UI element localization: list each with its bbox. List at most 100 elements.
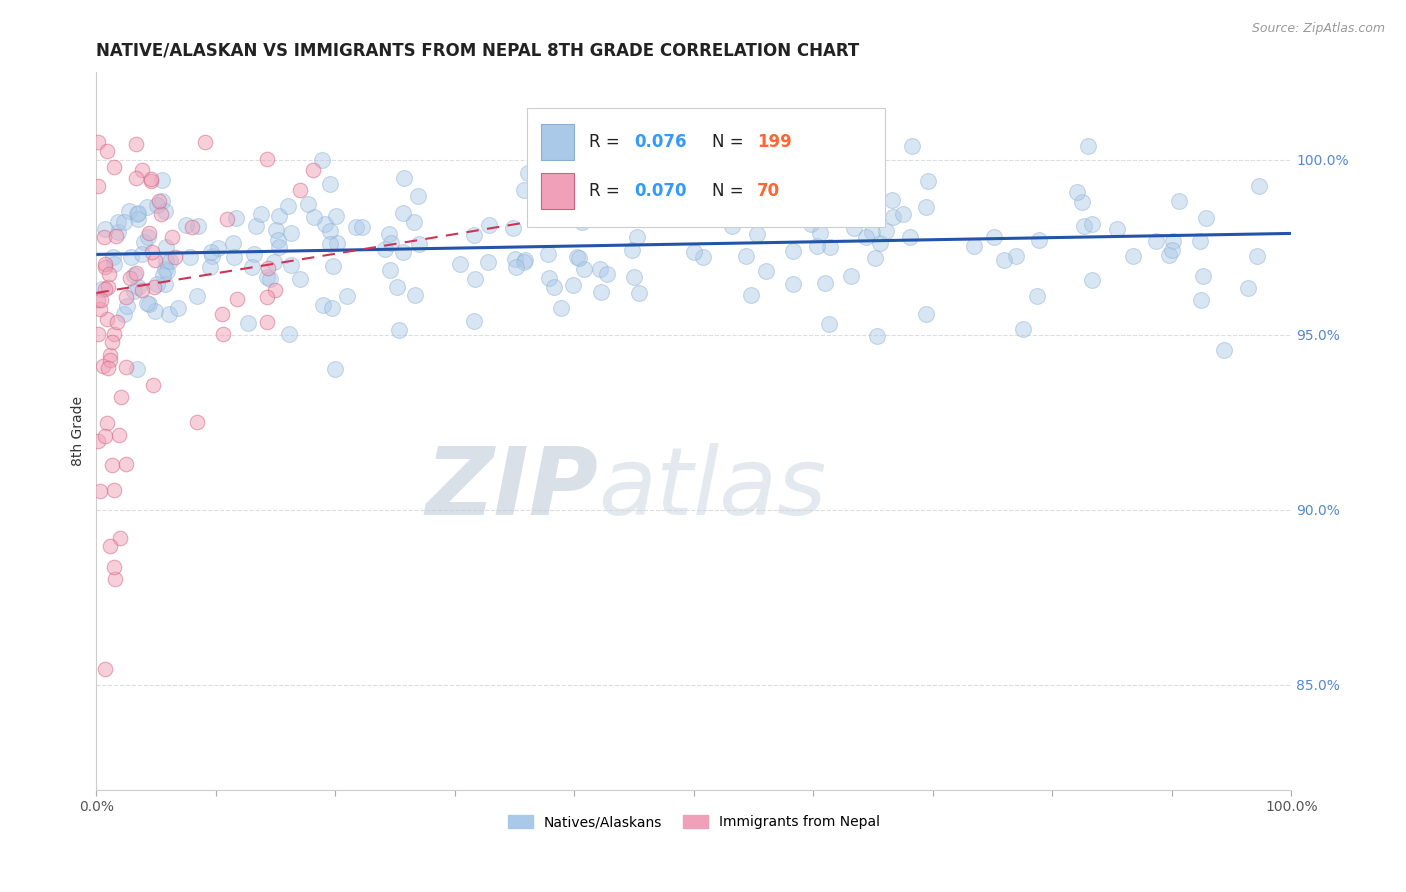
Point	[155, 277, 177, 291]
Point	[150, 194, 173, 209]
Point	[215, 211, 238, 226]
FancyBboxPatch shape	[526, 108, 884, 227]
Point	[132, 235, 155, 249]
Point	[112, 215, 135, 229]
Point	[91, 359, 114, 373]
Point	[1071, 195, 1094, 210]
Point	[107, 215, 129, 229]
Point	[98, 267, 121, 281]
Point	[264, 223, 287, 237]
Point	[256, 290, 278, 304]
Point	[668, 202, 690, 217]
Point	[256, 315, 278, 329]
Point	[404, 288, 426, 302]
Point	[155, 253, 177, 268]
Point	[108, 532, 131, 546]
Point	[127, 212, 149, 227]
Point	[124, 285, 146, 299]
Point	[131, 162, 153, 177]
Text: ZIP: ZIP	[426, 442, 598, 534]
Point	[91, 282, 114, 296]
Point	[901, 139, 924, 153]
Point	[101, 250, 124, 264]
Point	[165, 251, 187, 265]
Point	[463, 314, 485, 328]
Point	[806, 239, 828, 253]
Point	[513, 252, 536, 267]
Point	[94, 662, 117, 676]
Point	[125, 207, 148, 221]
Point	[159, 254, 181, 268]
Point	[136, 296, 159, 310]
Point	[311, 298, 333, 312]
Point	[589, 262, 612, 277]
Point	[841, 205, 863, 219]
Text: 0.076: 0.076	[634, 133, 686, 151]
Point	[814, 276, 837, 290]
Text: R =: R =	[589, 133, 624, 151]
Point	[855, 230, 877, 244]
Point	[344, 219, 367, 234]
Point	[571, 215, 593, 229]
Point	[136, 230, 159, 244]
Text: N =: N =	[711, 133, 748, 151]
Point	[319, 178, 342, 192]
Point	[94, 428, 117, 442]
Point	[146, 277, 169, 292]
Text: 199: 199	[758, 133, 792, 151]
Point	[155, 240, 177, 254]
Point	[211, 307, 233, 321]
Point	[89, 483, 111, 498]
Point	[96, 144, 118, 158]
Point	[90, 293, 112, 307]
Point	[682, 245, 704, 260]
Point	[1159, 248, 1181, 262]
Point	[94, 282, 117, 296]
Point	[98, 539, 121, 553]
Point	[1144, 234, 1167, 248]
Point	[256, 269, 278, 284]
Point	[830, 199, 852, 213]
Point	[1168, 194, 1191, 208]
Point	[156, 263, 179, 277]
Point	[782, 277, 804, 292]
Point	[983, 229, 1005, 244]
Point	[1081, 217, 1104, 231]
Point	[264, 283, 287, 297]
Point	[86, 179, 108, 194]
Point	[104, 229, 127, 244]
Point	[915, 200, 938, 214]
Point	[502, 221, 524, 235]
Text: N =: N =	[711, 182, 748, 200]
Point	[567, 251, 589, 265]
Point	[267, 240, 290, 254]
Point	[963, 239, 986, 253]
Point	[207, 241, 229, 255]
Point	[1189, 293, 1212, 307]
Point	[145, 198, 167, 212]
Point	[512, 255, 534, 269]
Point	[200, 245, 222, 260]
Point	[280, 258, 302, 272]
Point	[87, 136, 110, 150]
Point	[839, 269, 862, 284]
Point	[1028, 233, 1050, 247]
Point	[104, 573, 127, 587]
Point	[131, 247, 153, 261]
Point	[110, 391, 132, 405]
Point	[517, 166, 540, 180]
Point	[256, 152, 278, 166]
Point	[127, 280, 149, 294]
Point	[267, 233, 290, 247]
Point	[280, 226, 302, 240]
Point	[225, 211, 247, 226]
Point	[537, 246, 560, 260]
Point	[103, 326, 125, 341]
Point	[103, 560, 125, 574]
Point	[463, 227, 485, 242]
Point	[1066, 185, 1088, 199]
Point	[800, 217, 823, 231]
Point	[388, 323, 411, 337]
Point	[98, 352, 121, 367]
Point	[898, 230, 921, 244]
